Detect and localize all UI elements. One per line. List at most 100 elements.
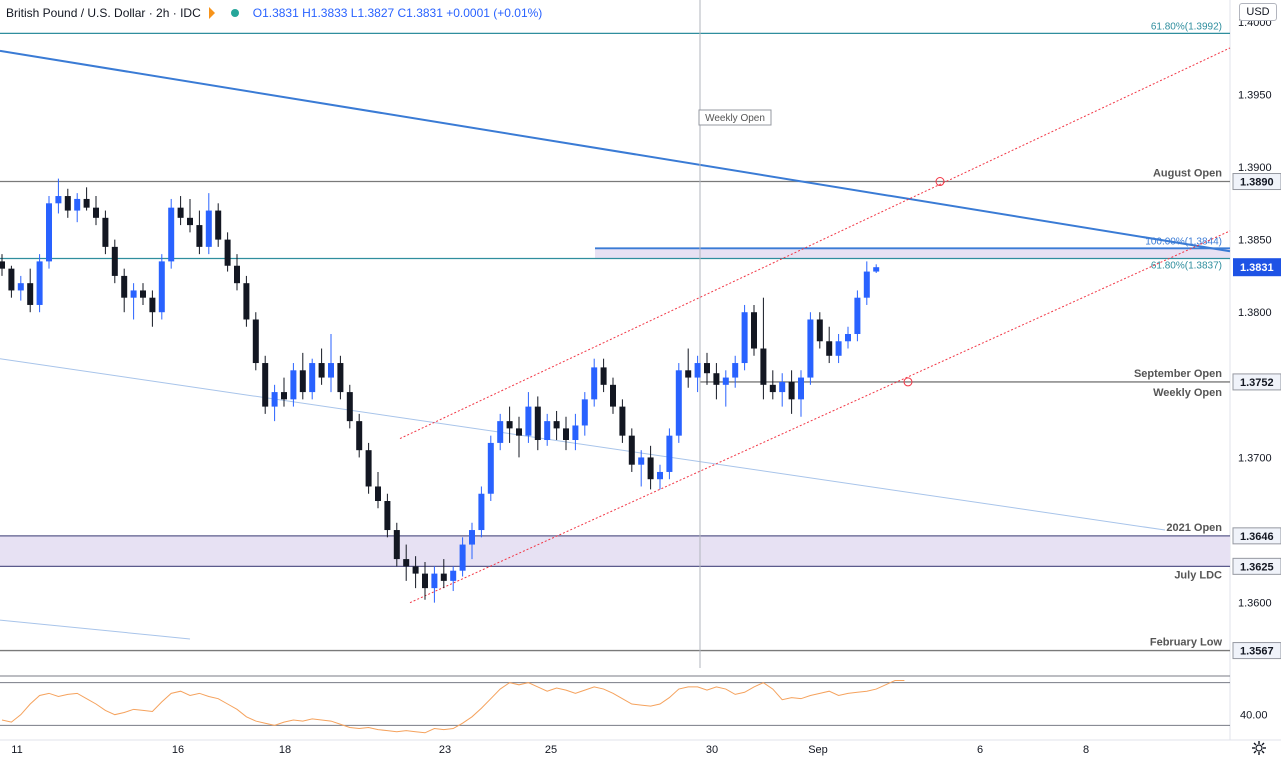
gear-icon[interactable] (1251, 740, 1267, 756)
candle-body (0, 261, 5, 269)
candle-body (130, 290, 137, 298)
time-tick: 11 (11, 744, 22, 756)
candle-body (290, 370, 297, 400)
candle-body (299, 370, 306, 393)
candle-body (440, 573, 447, 581)
candle-body (516, 428, 522, 436)
time-tick: 23 (439, 744, 451, 756)
candle-body (328, 363, 334, 378)
candle-body (863, 271, 870, 298)
candle-body (102, 217, 109, 247)
candle-body (224, 239, 231, 266)
candle-body (647, 457, 654, 480)
price-tick: 1.3700 (1238, 452, 1272, 464)
candle-body (722, 377, 729, 385)
ohlc-values: O1.3831 H1.3833 L1.3827 C1.3831 +0.0001 … (252, 6, 543, 20)
candle-body (591, 367, 598, 400)
candle-body (675, 370, 682, 436)
candle-body (177, 207, 184, 218)
candle-body (356, 421, 363, 451)
candle-body (281, 392, 287, 400)
channel-upper (399, 47, 1231, 440)
price-tick: 1.3600 (1238, 598, 1272, 610)
candle-body (704, 363, 710, 374)
candle-body (36, 261, 43, 305)
candle-body (779, 381, 786, 393)
candle-body (854, 297, 861, 334)
symbol-title: British Pound / U.S. Dollar · 2h · IDC (6, 6, 201, 20)
candle-body (149, 297, 156, 313)
candle-body (431, 573, 438, 589)
candle-body (619, 406, 626, 436)
candle-body (807, 319, 814, 378)
candle-body (450, 570, 457, 581)
level-label-september-open: September Open (1134, 368, 1222, 380)
candle-body (365, 450, 372, 487)
candle-body (563, 428, 569, 441)
time-tick: 25 (545, 744, 557, 756)
candle-body (168, 207, 175, 262)
level-label-weekly-open: Weekly Open (1153, 387, 1222, 399)
candle-body (760, 348, 767, 385)
time-tick: 6 (977, 744, 983, 756)
level-label-100-00-1-3844-: 100.00%(1.3844) (1145, 236, 1222, 247)
candle-body (788, 381, 795, 400)
candle-body (751, 312, 757, 349)
candle-body (8, 268, 15, 291)
candle-body (55, 196, 62, 204)
candle-body (610, 384, 616, 407)
candle-body (826, 341, 833, 356)
candle-body (252, 319, 259, 364)
candle-body (666, 435, 673, 472)
candle-body (187, 217, 193, 226)
support-zone (0, 535, 1230, 567)
candle-body (318, 363, 325, 378)
candle-body (685, 370, 692, 378)
candle-body (845, 334, 851, 342)
time-tick: 8 (1083, 744, 1089, 756)
candle-body (638, 457, 645, 465)
currency-button[interactable]: USD (1239, 3, 1277, 21)
candle-body (403, 559, 410, 567)
level-label-61-80-1-3837-: 61.80%(1.3837) (1151, 260, 1222, 271)
candle-body (121, 275, 128, 298)
candle-body (835, 341, 842, 356)
candle-body (215, 210, 222, 240)
price-tag-box (1232, 173, 1281, 191)
candle-body (27, 283, 34, 305)
candle-body (271, 392, 278, 407)
price-tick: 1.3900 (1238, 162, 1272, 174)
time-tick: 18 (279, 744, 291, 756)
level-label-february-low: February Low (1150, 637, 1223, 649)
candle-body (309, 363, 316, 393)
candle-body (478, 493, 485, 531)
candle-body (732, 363, 739, 378)
candle-body (816, 319, 823, 342)
candle-body (628, 435, 635, 465)
price-tag-box (1232, 373, 1281, 391)
price-tag-box (1232, 527, 1281, 545)
price-tag: 1.3625 (1240, 561, 1274, 573)
flag-icon (208, 7, 215, 19)
candle-body (196, 225, 203, 247)
candle-body (140, 290, 146, 298)
resistance-zone (595, 248, 1230, 259)
price-tag: 1.3567 (1240, 646, 1274, 658)
time-tick: 16 (172, 744, 184, 756)
candle-body (46, 203, 52, 262)
rsi-line (1, 680, 905, 734)
candle-body (525, 406, 532, 436)
candle-body (346, 392, 353, 422)
candle-body (713, 373, 720, 385)
candle-body (412, 566, 419, 574)
candle-body (74, 198, 81, 211)
candle-body (111, 246, 118, 276)
level-label-august-open: August Open (1153, 168, 1222, 180)
last-price-box (1233, 258, 1281, 277)
candle-body (17, 283, 24, 291)
candle-body (384, 501, 391, 531)
time-tick: Sep (808, 744, 828, 756)
price-tag: 1.3752 (1240, 377, 1274, 389)
